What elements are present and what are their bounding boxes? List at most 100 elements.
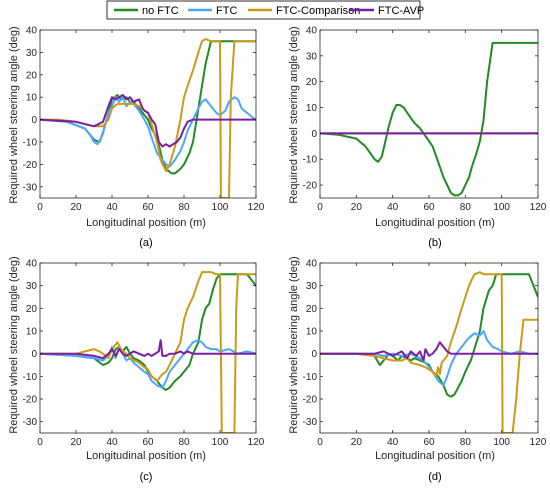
x-tick-label: 60 — [142, 437, 154, 448]
panel-caption: (a) — [139, 237, 152, 249]
x-axis-label: Longitudinal position (m) — [86, 217, 206, 229]
series-line-ftc — [320, 330, 538, 387]
x-tick-label: 40 — [106, 437, 118, 448]
x-axis-label: Longitudinal position (m) — [375, 450, 495, 462]
series-group — [40, 271, 256, 433]
y-axis-label: Required wheel steering angle (deg) — [8, 26, 20, 203]
y-tick-label: 10 — [26, 327, 38, 338]
x-tick-label: 40 — [387, 437, 399, 448]
legend-label: FTC — [216, 5, 237, 17]
y-tick-label: -10 — [23, 138, 38, 149]
y-tick-label: -20 — [303, 395, 318, 406]
panel-caption: (d) — [428, 471, 441, 483]
legend-entry: FTC-Comparison — [248, 5, 360, 17]
panel-caption: (b) — [428, 237, 441, 249]
series-line-ftc-avp — [40, 94, 256, 148]
y-tick-label: 0 — [31, 349, 37, 360]
y-axis-label: Required wheel steering angle (deg) — [288, 256, 300, 433]
y-tick-label: -10 — [23, 372, 38, 383]
x-tick-label: 100 — [493, 202, 510, 213]
series-line-ftc-avp — [320, 341, 538, 362]
y-tick-label: 20 — [306, 304, 318, 315]
x-tick-label: 100 — [493, 437, 510, 448]
y-tick-label: 20 — [26, 70, 38, 81]
y-tick-label: 30 — [26, 281, 38, 292]
y-tick-label: -10 — [303, 155, 318, 166]
x-tick-label: 120 — [248, 437, 265, 448]
x-tick-label: 80 — [178, 202, 190, 213]
x-tick-label: 40 — [387, 202, 399, 213]
x-tick-label: 60 — [142, 202, 154, 213]
x-tick-label: 120 — [530, 437, 547, 448]
plot-area — [320, 263, 538, 433]
panel-caption: (c) — [140, 471, 153, 483]
y-tick-label: -20 — [23, 395, 38, 406]
y-tick-label: 0 — [311, 129, 317, 140]
y-axis-label: Required wheel steering angle (deg) — [288, 26, 300, 203]
x-tick-label: 0 — [317, 202, 323, 213]
x-tick-label: 20 — [70, 437, 82, 448]
x-tick-label: 0 — [37, 202, 43, 213]
y-tick-label: 40 — [306, 259, 318, 270]
series-line-ftc-comparison — [320, 271, 538, 433]
y-tick-label: -10 — [303, 372, 318, 383]
y-tick-label: -30 — [23, 417, 38, 428]
x-tick-label: 40 — [106, 202, 118, 213]
y-tick-label: 40 — [26, 26, 38, 37]
x-tick-label: 80 — [460, 202, 472, 213]
x-tick-label: 20 — [351, 437, 363, 448]
y-tick-label: 40 — [306, 26, 318, 37]
series-line-no-ftc — [40, 273, 256, 391]
series-group — [320, 41, 538, 197]
y-tick-label: 40 — [26, 259, 38, 270]
legend-entry: no FTC — [114, 5, 179, 17]
y-tick-label: 20 — [26, 304, 38, 315]
plot-area — [320, 30, 538, 198]
y-tick-label: 30 — [306, 51, 318, 62]
y-tick-label: 10 — [26, 93, 38, 104]
x-tick-label: 100 — [212, 437, 229, 448]
series-line-ftc — [40, 96, 256, 168]
y-tick-label: 10 — [306, 103, 318, 114]
x-tick-label: 120 — [530, 202, 547, 213]
series-line-no-ftc — [320, 41, 538, 197]
y-tick-label: -20 — [303, 181, 318, 192]
x-tick-label: 120 — [248, 202, 265, 213]
legend-label: no FTC — [142, 5, 179, 17]
x-tick-label: 60 — [423, 437, 435, 448]
panel-a: Required wheel steering angle (deg) Long… — [8, 26, 265, 250]
x-tick-label: 20 — [70, 202, 82, 213]
y-tick-label: 30 — [26, 48, 38, 59]
y-tick-label: -20 — [23, 160, 38, 171]
series-group — [40, 38, 256, 198]
y-tick-label: -30 — [303, 417, 318, 428]
x-axis-label: Longitudinal position (m) — [86, 450, 206, 462]
y-tick-label: 0 — [31, 115, 37, 126]
series-line-ftc-avp — [40, 339, 256, 360]
legend-entry: FTC — [188, 5, 237, 17]
y-tick-label: 20 — [306, 77, 318, 88]
x-tick-label: 100 — [212, 202, 229, 213]
y-tick-label: 0 — [311, 349, 317, 360]
panel-c: Required wheel steering angle (deg) Long… — [8, 256, 265, 483]
legend: no FTC FTC FTC-Comparison FTC-AVP — [106, 0, 424, 20]
panel-d: Required wheel steering angle (deg) Long… — [288, 256, 547, 483]
y-tick-label: 10 — [306, 327, 318, 338]
x-tick-label: 0 — [37, 437, 43, 448]
x-tick-label: 20 — [351, 202, 363, 213]
legend-label: FTC-Comparison — [276, 5, 360, 17]
plot-area — [40, 263, 256, 433]
x-tick-label: 0 — [317, 437, 323, 448]
legend-label: FTC-AVP — [378, 5, 424, 17]
y-tick-label: -30 — [23, 182, 38, 193]
series-group — [320, 271, 538, 433]
legend-entry: FTC-AVP — [350, 5, 424, 17]
x-tick-label: 60 — [423, 202, 435, 213]
x-axis-label: Longitudinal position (m) — [375, 217, 495, 229]
panel-b: Required wheel steering angle (deg) Long… — [288, 26, 547, 250]
series-line-ftc-comparison — [40, 38, 256, 198]
y-axis-label: Required wheel steering angle (deg) — [8, 256, 20, 433]
x-tick-label: 80 — [460, 437, 472, 448]
x-tick-label: 80 — [178, 437, 190, 448]
